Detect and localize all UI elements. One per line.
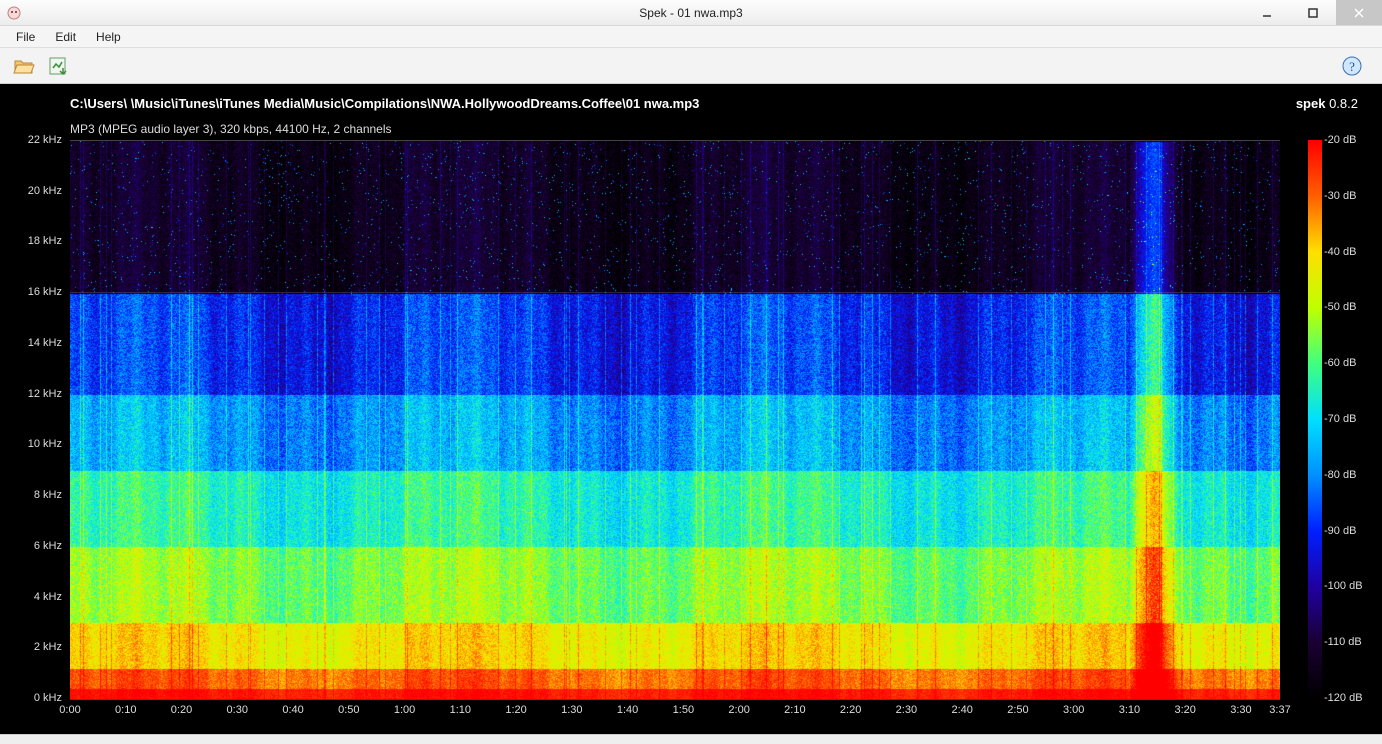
- db-tick-label: -60 dB: [1324, 357, 1356, 369]
- time-tick-label: 1:10: [450, 704, 471, 716]
- freq-tick-label: 14 kHz: [28, 337, 62, 349]
- folder-open-icon: [13, 56, 35, 76]
- time-tick-label: 2:20: [840, 704, 861, 716]
- db-tick-label: -120 dB: [1324, 692, 1363, 704]
- freq-tick-label: 18 kHz: [28, 235, 62, 247]
- freq-tick-label: 6 kHz: [34, 540, 62, 552]
- time-tick-label: 3:30: [1230, 704, 1251, 716]
- taskbar-edge: [0, 734, 1382, 744]
- time-axis: 0:000:100:200:300:400:501:001:101:201:30…: [70, 702, 1280, 722]
- freq-tick-label: 0 kHz: [34, 692, 62, 704]
- db-tick-label: -30 dB: [1324, 190, 1356, 202]
- db-legend: [1308, 140, 1322, 698]
- minimize-button[interactable]: [1244, 0, 1290, 25]
- menu-edit[interactable]: Edit: [45, 28, 86, 46]
- close-button[interactable]: [1336, 0, 1382, 25]
- help-button[interactable]: ?: [1338, 52, 1366, 80]
- maximize-button[interactable]: [1290, 0, 1336, 25]
- freq-axis: 22 kHz20 kHz18 kHz16 kHz14 kHz12 kHz10 k…: [0, 140, 68, 698]
- db-legend-labels: -20 dB-30 dB-40 dB-50 dB-60 dB-70 dB-80 …: [1324, 140, 1376, 698]
- freq-tick-label: 20 kHz: [28, 185, 62, 197]
- freq-tick-label: 2 kHz: [34, 641, 62, 653]
- time-tick-label: 2:40: [951, 704, 972, 716]
- time-tick-label: 3:37: [1269, 704, 1290, 716]
- time-tick-label: 0:40: [282, 704, 303, 716]
- db-tick-label: -110 dB: [1324, 636, 1362, 648]
- window-title: Spek - 01 nwa.mp3: [0, 6, 1382, 20]
- time-tick-label: 3:10: [1119, 704, 1140, 716]
- file-path: C:\Users\ \Music\iTunes\iTunes Media\Mus…: [70, 96, 699, 111]
- db-legend-bar: [1308, 140, 1322, 698]
- time-tick-label: 1:30: [561, 704, 582, 716]
- save-image-icon: [47, 56, 69, 76]
- freq-tick-label: 8 kHz: [34, 489, 62, 501]
- time-tick-label: 2:10: [784, 704, 805, 716]
- time-tick-label: 3:00: [1063, 704, 1084, 716]
- spectrogram-panel: C:\Users\ \Music\iTunes\iTunes Media\Mus…: [0, 84, 1382, 734]
- save-image-button[interactable]: [44, 52, 72, 80]
- db-tick-label: -50 dB: [1324, 301, 1356, 313]
- app-version-label: 0.8.2: [1329, 96, 1358, 111]
- time-tick-label: 0:00: [59, 704, 80, 716]
- app-version: spek 0.8.2: [1296, 96, 1358, 111]
- time-tick-label: 1:00: [394, 704, 415, 716]
- spectrogram-canvas: [70, 140, 1280, 700]
- help-icon: ?: [1341, 55, 1363, 77]
- toolbar: ?: [0, 48, 1382, 84]
- db-tick-label: -20 dB: [1324, 134, 1356, 146]
- window-controls: [1244, 0, 1382, 25]
- encoder-cutoff-line: [70, 292, 1280, 293]
- db-tick-label: -90 dB: [1324, 525, 1356, 537]
- freq-tick-label: 4 kHz: [34, 591, 62, 603]
- time-tick-label: 1:40: [617, 704, 638, 716]
- time-tick-label: 0:30: [227, 704, 248, 716]
- db-tick-label: -100 dB: [1324, 580, 1363, 592]
- db-tick-label: -70 dB: [1324, 413, 1356, 425]
- menu-file[interactable]: File: [6, 28, 45, 46]
- time-tick-label: 0:20: [171, 704, 192, 716]
- db-tick-label: -80 dB: [1324, 469, 1356, 481]
- menubar: File Edit Help: [0, 26, 1382, 48]
- time-tick-label: 0:50: [338, 704, 359, 716]
- time-tick-label: 2:30: [896, 704, 917, 716]
- freq-tick-label: 12 kHz: [28, 388, 62, 400]
- window-titlebar: Spek - 01 nwa.mp3: [0, 0, 1382, 26]
- time-tick-label: 1:20: [505, 704, 526, 716]
- spectrogram-plot: [70, 140, 1280, 698]
- time-tick-label: 0:10: [115, 704, 136, 716]
- audio-info: MP3 (MPEG audio layer 3), 320 kbps, 4410…: [70, 122, 392, 136]
- time-tick-label: 2:50: [1007, 704, 1028, 716]
- db-tick-label: -40 dB: [1324, 246, 1356, 258]
- menu-help[interactable]: Help: [86, 28, 131, 46]
- freq-tick-label: 22 kHz: [28, 134, 62, 146]
- time-tick-label: 1:50: [673, 704, 694, 716]
- time-tick-label: 2:00: [728, 704, 749, 716]
- freq-tick-label: 10 kHz: [28, 438, 62, 450]
- svg-text:?: ?: [1349, 59, 1355, 74]
- time-tick-label: 3:20: [1174, 704, 1195, 716]
- open-file-button[interactable]: [10, 52, 38, 80]
- app-icon: [6, 5, 22, 21]
- app-name-label: spek: [1296, 96, 1326, 111]
- freq-tick-label: 16 kHz: [28, 286, 62, 298]
